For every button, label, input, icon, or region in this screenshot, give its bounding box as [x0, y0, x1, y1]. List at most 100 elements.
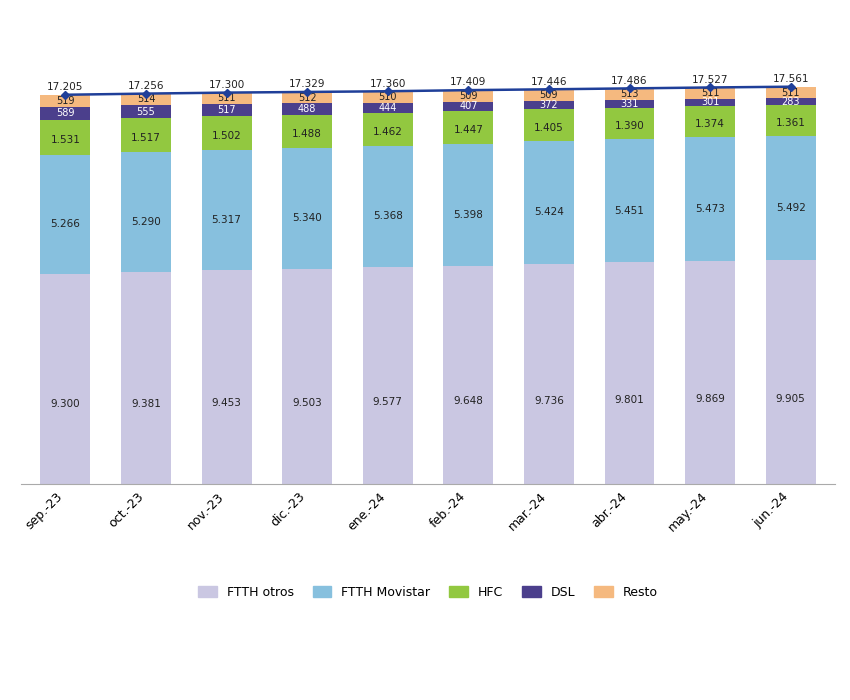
- Text: 5.290: 5.290: [131, 216, 161, 227]
- Bar: [282, 104, 332, 115]
- Text: 5.424: 5.424: [534, 207, 564, 217]
- Bar: [363, 91, 413, 103]
- Bar: [604, 100, 655, 108]
- Text: 9.300: 9.300: [51, 399, 80, 409]
- Text: 512: 512: [298, 92, 316, 103]
- Bar: [121, 152, 171, 272]
- Text: 5.317: 5.317: [212, 215, 241, 225]
- Legend: FTTH otros, FTTH Movistar, HFC, DSL, Resto: FTTH otros, FTTH Movistar, HFC, DSL, Res…: [193, 580, 663, 603]
- Text: 9.453: 9.453: [212, 398, 241, 408]
- Text: 9.905: 9.905: [776, 394, 806, 404]
- Bar: [604, 108, 655, 139]
- Text: 511: 511: [218, 93, 235, 104]
- Bar: [41, 274, 90, 484]
- Text: 511: 511: [701, 88, 719, 98]
- Bar: [121, 105, 171, 118]
- Text: 17.486: 17.486: [611, 76, 648, 85]
- Bar: [524, 90, 574, 101]
- Bar: [685, 88, 735, 99]
- Text: 1.462: 1.462: [373, 127, 403, 137]
- Bar: [524, 141, 574, 264]
- Bar: [444, 102, 493, 111]
- Bar: [444, 90, 493, 101]
- Bar: [766, 136, 816, 260]
- Bar: [685, 137, 735, 261]
- Text: 555: 555: [137, 106, 156, 116]
- Bar: [685, 261, 735, 484]
- Text: 509: 509: [540, 90, 558, 100]
- Bar: [121, 272, 171, 484]
- Text: 9.736: 9.736: [534, 395, 564, 405]
- Bar: [363, 146, 413, 267]
- Bar: [524, 264, 574, 484]
- Text: 5.266: 5.266: [50, 218, 81, 229]
- Text: 9.381: 9.381: [131, 398, 161, 409]
- Text: 1.361: 1.361: [776, 118, 806, 128]
- Text: 514: 514: [137, 94, 156, 104]
- Text: 513: 513: [620, 89, 638, 99]
- Bar: [41, 94, 90, 106]
- Bar: [282, 270, 332, 484]
- Text: 519: 519: [56, 96, 75, 106]
- Bar: [363, 103, 413, 113]
- Bar: [201, 104, 252, 116]
- Text: 517: 517: [218, 105, 236, 115]
- Bar: [444, 266, 493, 484]
- Bar: [363, 267, 413, 484]
- Text: 509: 509: [459, 91, 478, 101]
- Text: 9.503: 9.503: [292, 398, 322, 407]
- Bar: [444, 111, 493, 144]
- Text: 444: 444: [378, 103, 397, 113]
- Text: 283: 283: [781, 97, 800, 106]
- Text: 372: 372: [540, 100, 558, 110]
- Bar: [41, 155, 90, 274]
- Text: 1.390: 1.390: [615, 121, 644, 131]
- Text: 5.340: 5.340: [292, 214, 322, 223]
- Bar: [766, 87, 816, 99]
- Text: 1.405: 1.405: [534, 122, 564, 133]
- Bar: [282, 148, 332, 270]
- Text: 9.869: 9.869: [695, 394, 725, 405]
- Bar: [282, 115, 332, 148]
- Bar: [766, 105, 816, 136]
- Text: 9.648: 9.648: [453, 396, 484, 406]
- Text: 331: 331: [620, 99, 638, 108]
- Text: 589: 589: [56, 108, 75, 118]
- Bar: [524, 101, 574, 109]
- Text: 1.517: 1.517: [131, 133, 161, 143]
- Text: 17.256: 17.256: [128, 81, 164, 91]
- Text: 407: 407: [459, 102, 478, 111]
- Text: 301: 301: [701, 97, 719, 107]
- Bar: [524, 109, 574, 141]
- Text: 17.561: 17.561: [773, 74, 809, 84]
- Bar: [766, 260, 816, 484]
- Text: 9.801: 9.801: [615, 395, 644, 405]
- Bar: [201, 92, 252, 104]
- Text: 17.205: 17.205: [48, 82, 83, 92]
- Text: 5.473: 5.473: [695, 204, 725, 214]
- Text: 17.409: 17.409: [450, 78, 486, 88]
- Text: 9.577: 9.577: [373, 397, 403, 407]
- Bar: [41, 120, 90, 155]
- Text: 5.451: 5.451: [615, 206, 644, 216]
- Bar: [282, 92, 332, 104]
- Bar: [41, 106, 90, 120]
- Text: 488: 488: [298, 104, 316, 114]
- Text: 5.492: 5.492: [776, 203, 806, 213]
- Bar: [766, 99, 816, 105]
- Text: 511: 511: [781, 88, 800, 98]
- Bar: [444, 144, 493, 266]
- Text: 17.527: 17.527: [692, 75, 728, 85]
- Text: 1.447: 1.447: [453, 125, 484, 135]
- Text: 17.300: 17.300: [208, 80, 245, 90]
- Bar: [363, 113, 413, 146]
- Bar: [685, 99, 735, 106]
- Bar: [201, 270, 252, 484]
- Text: 510: 510: [378, 92, 397, 102]
- Bar: [604, 139, 655, 262]
- Text: 17.329: 17.329: [289, 79, 326, 89]
- Text: 1.531: 1.531: [50, 135, 81, 145]
- Text: 17.360: 17.360: [370, 78, 406, 88]
- Text: 17.446: 17.446: [530, 76, 567, 87]
- Bar: [604, 262, 655, 484]
